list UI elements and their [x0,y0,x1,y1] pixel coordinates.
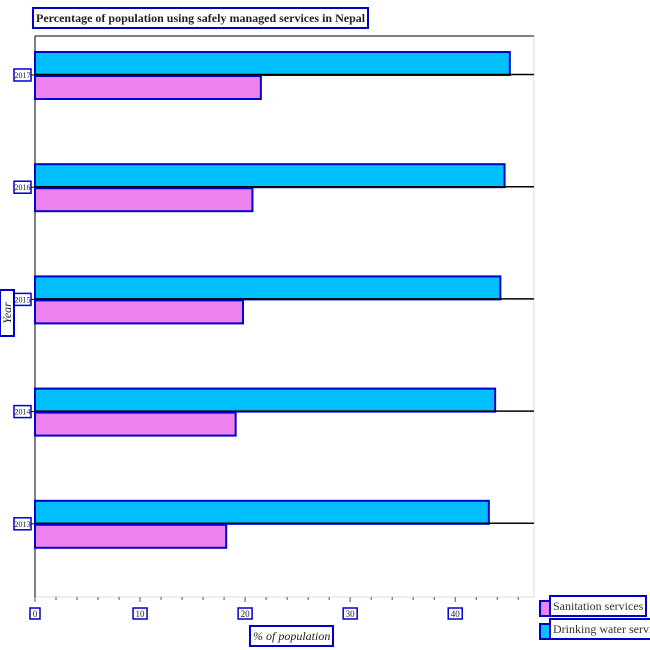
y-tick-label: 2015 [15,295,31,304]
y-tick-label: 2017 [15,71,31,80]
x-tick-label-box [132,607,148,620]
x-tick-label: 30 [346,609,356,619]
x-tick-label: 10 [136,609,146,619]
x-axis-label: % of population [248,625,335,647]
x-tick-label: 40 [451,609,461,619]
y-tick-label-box [13,180,32,194]
bar-drinking-water-2017 [34,51,511,76]
y-tick-label-box [13,517,32,531]
bar-sanitation-2015 [34,299,245,325]
bar-sanitation-2013 [34,523,228,549]
y-tick-label-box [13,68,32,82]
legend-label-sanitation: Sanitation services [548,595,648,617]
x-tick-label-box [342,607,358,620]
y-axis-label: Year [0,283,14,343]
bar-sanitation-2016 [34,187,254,213]
bar-sanitation-2014 [34,411,237,437]
chart-title: Percentage of population using safely ma… [31,7,370,29]
y-tick-label: 2016 [15,183,31,192]
x-tick-label: 20 [241,609,251,619]
y-tick-label-box [13,404,32,419]
y-tick-label-box [13,292,32,307]
legend-label-drinking-water: Drinking water services [549,618,650,640]
bar-drinking-water-2015 [34,275,502,301]
x-tick-label: 0 [33,609,38,619]
bar-sanitation-2017 [34,75,262,100]
bar-drinking-water-2016 [34,163,506,189]
x-tick-label-box [447,607,463,620]
bar-drinking-water-2013 [34,499,490,525]
y-tick-label: 2013 [15,520,31,529]
x-tick-label-box [29,607,41,620]
y-tick-label: 2014 [15,408,31,417]
x-tick-label-box [237,607,253,620]
bar-drinking-water-2014 [34,387,497,413]
